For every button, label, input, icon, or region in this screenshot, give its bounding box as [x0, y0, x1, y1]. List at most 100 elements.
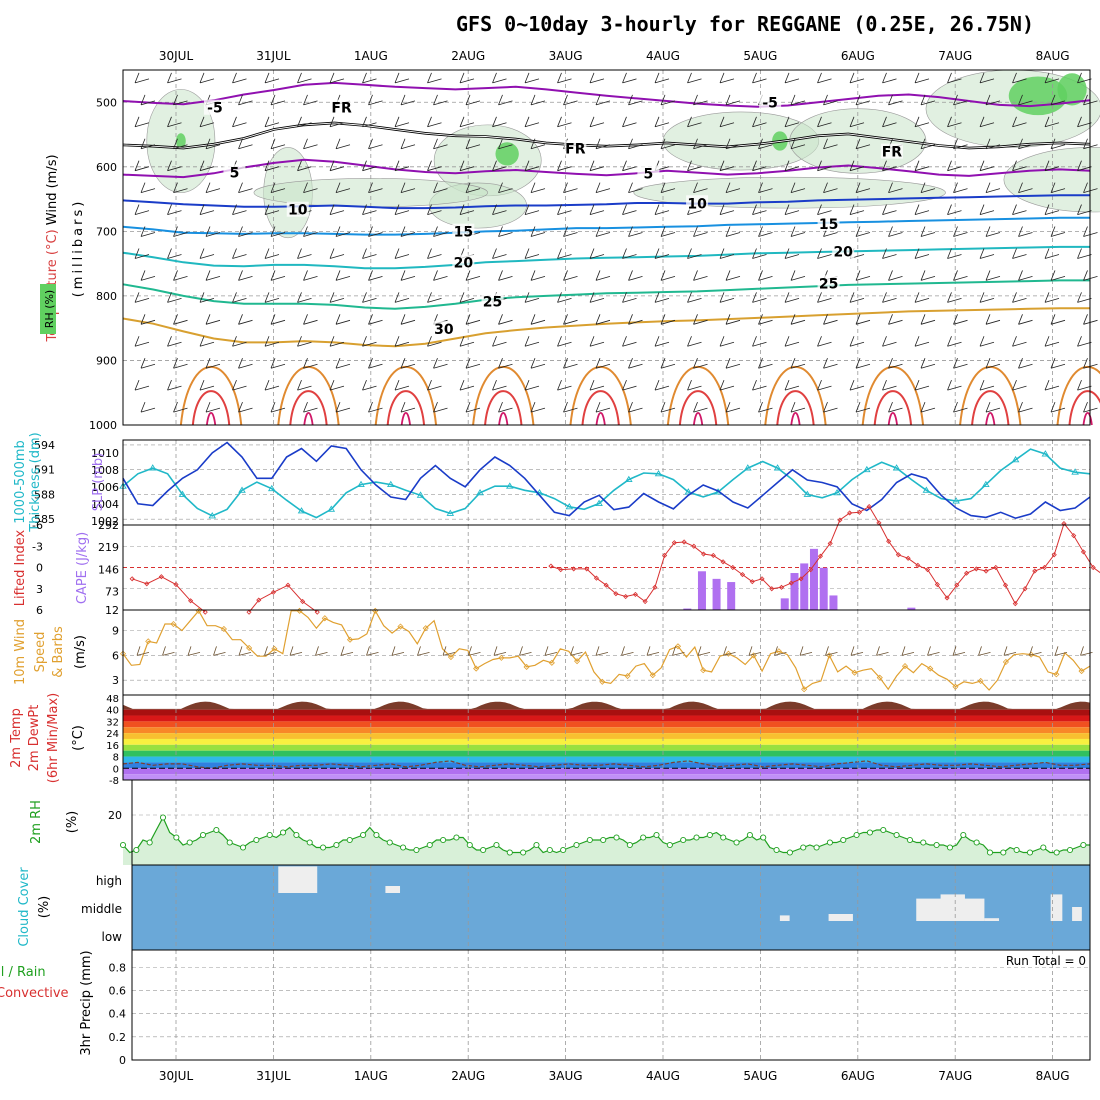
cape-tick-label: 219	[98, 541, 119, 554]
lifted-index-point	[1041, 564, 1048, 571]
wind-barb	[232, 248, 247, 259]
wind-barb	[459, 204, 475, 215]
lifted-index-point	[1080, 549, 1087, 555]
wind-barb-10m	[850, 646, 864, 656]
rh-point	[733, 839, 740, 846]
wind-barb	[329, 160, 345, 172]
wind-barb	[1018, 94, 1033, 106]
lifted-index-point	[944, 595, 950, 601]
temp-ylabel: (°C)	[71, 725, 86, 751]
wind-barb	[888, 314, 903, 325]
wind-barb	[433, 94, 448, 106]
wind-barb	[400, 270, 416, 281]
rh-point	[826, 839, 833, 846]
wind-barb	[595, 270, 611, 281]
wind-speed-point	[801, 686, 808, 693]
wind-barb	[465, 314, 481, 325]
wind-barb	[888, 94, 903, 106]
thickness-tick-label: 594	[34, 439, 55, 452]
isotherm-40-loop	[289, 390, 328, 426]
wind-barb	[563, 270, 578, 281]
isotherm-label-bg	[203, 99, 226, 115]
thickness-point	[744, 464, 752, 471]
wind-barb	[855, 182, 871, 194]
thickness-point	[208, 512, 217, 519]
wind-speed-point	[674, 643, 682, 650]
wind-barb	[134, 379, 150, 391]
date-label-top: 5AUG	[743, 49, 777, 63]
wind-barb	[362, 72, 377, 84]
wind-barb	[465, 270, 481, 281]
wind-barb	[400, 94, 416, 106]
wind-barb	[140, 401, 156, 413]
wind-barb	[985, 401, 1001, 413]
wind-barb	[1044, 379, 1060, 391]
precip-convective-label: Convective	[0, 986, 69, 1001]
wind-barb	[628, 226, 643, 237]
isotherm-label: 15	[819, 217, 838, 233]
temp-band	[123, 768, 1090, 775]
wind-barb	[134, 116, 150, 128]
wind-barb	[589, 292, 605, 303]
wind-barb	[1077, 248, 1092, 259]
wind-barb	[628, 314, 643, 325]
lifted-tick-label: 0	[36, 562, 43, 575]
wind-barb	[920, 358, 936, 369]
isotherm-label-bg	[452, 223, 475, 239]
wind-barb	[173, 314, 188, 325]
cape-tick-label: 73	[105, 585, 119, 598]
wind-barb	[140, 182, 156, 194]
rh-point	[480, 846, 487, 854]
wind-barb	[394, 160, 410, 172]
wind-barb	[693, 314, 708, 325]
wind-barb	[264, 336, 280, 347]
isotherm-35-loop	[764, 366, 827, 426]
wind-barb	[297, 116, 312, 128]
wind-barb	[985, 94, 1001, 106]
isotherm-40-loop	[191, 390, 231, 426]
wind-barb	[823, 138, 838, 150]
wind-barb	[687, 292, 702, 303]
wind-barb	[303, 314, 318, 325]
wind-speed-point	[775, 648, 782, 655]
thickness-tick-label: 585	[34, 513, 55, 526]
wind-barb	[790, 314, 806, 325]
wind-barb-10m	[315, 646, 328, 656]
wind-barb-10m	[1029, 646, 1042, 656]
wind-barb	[855, 94, 871, 106]
wind-barb-10m	[952, 646, 966, 656]
wind-barb	[914, 204, 930, 215]
lifted-index-point	[749, 579, 755, 585]
rh-point	[306, 839, 313, 846]
rh-point	[906, 836, 913, 844]
wind-barb	[953, 94, 968, 106]
temp-tick-label: -8	[109, 776, 119, 787]
rh-point	[333, 841, 340, 849]
wind-barb	[238, 314, 253, 325]
isotherm-40-loop	[1068, 390, 1100, 426]
wind-barb	[660, 401, 676, 413]
wind-barb	[557, 160, 572, 172]
isotherm-label: FR	[565, 141, 586, 157]
temp-ylabel: (6hr Min/Max)	[46, 693, 61, 783]
date-label-top: 8AUG	[1036, 49, 1070, 63]
thickness-point	[1071, 468, 1079, 475]
panel-frame	[131, 949, 1091, 1061]
wind-speed-point	[1053, 671, 1060, 678]
wind-barb	[1077, 204, 1092, 215]
rh-shading-high	[495, 142, 519, 166]
isotherm-25	[122, 279, 1090, 310]
cape-bar	[727, 582, 736, 610]
wind-barb	[329, 248, 345, 259]
isotherm-label: -5	[762, 96, 778, 112]
lifted-index-point	[856, 509, 862, 515]
wind-barb	[1044, 116, 1060, 128]
wind-barb	[687, 72, 702, 84]
wind-barb	[297, 336, 312, 347]
wind-barb	[654, 248, 670, 259]
isotherm-label-bg	[330, 99, 353, 115]
wind-barb	[329, 204, 345, 215]
wind-barb-10m	[162, 646, 175, 656]
wind-barb	[849, 204, 865, 215]
wind-barb	[654, 72, 670, 84]
